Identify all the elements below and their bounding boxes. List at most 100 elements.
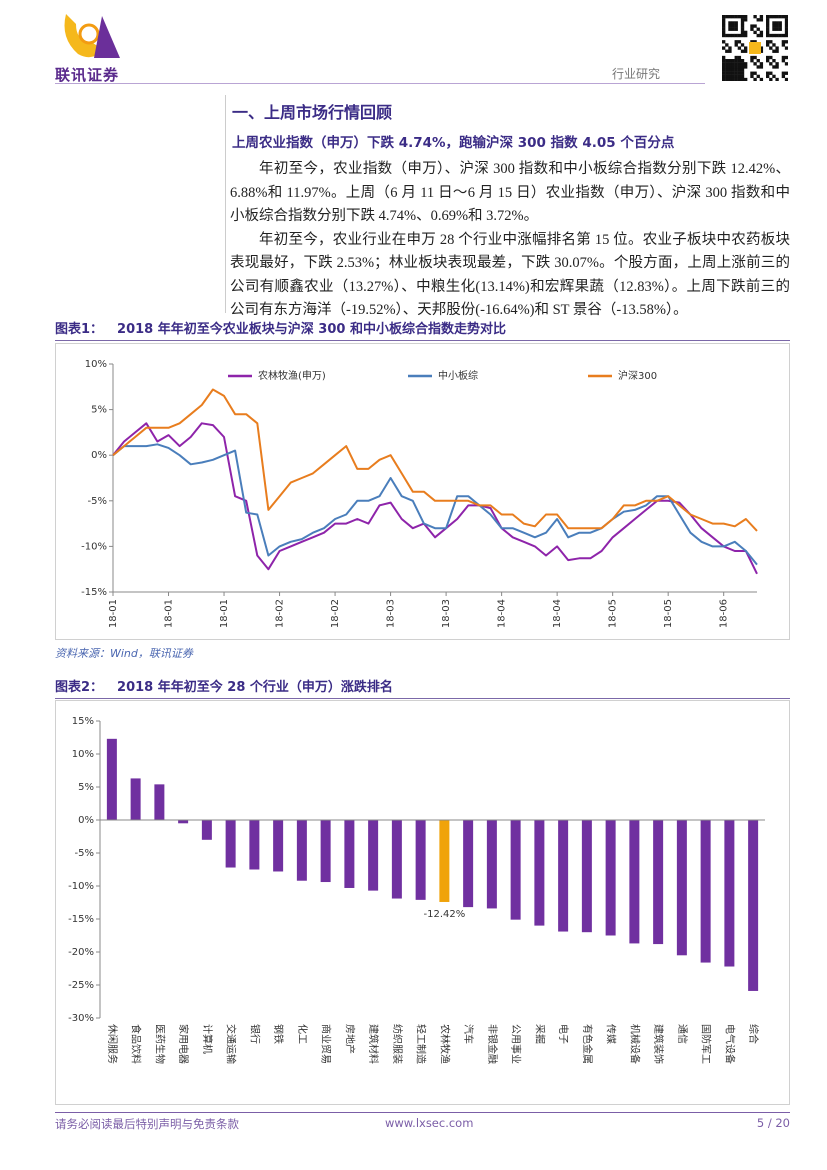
qr-module (769, 77, 773, 81)
y-tick-label: -15% (81, 587, 107, 598)
qr-module (781, 59, 786, 63)
qr-module (728, 49, 732, 53)
subtitle: 上周农业指数（申万）下跌 4.74%，跑输沪深 300 指数 4.05 个百分点 (232, 135, 675, 151)
qr-module (781, 33, 786, 38)
qr-module (769, 62, 773, 66)
chart: 15% 10% 5% 0% -5% -10% -15% -20% -25% -30% 休闲服务 食品饮… (55, 700, 790, 1105)
bar (106, 738, 117, 820)
x-tick-label: 化工 (296, 1024, 309, 1044)
chart: 10%5%0%-5%-10%-15%18-01 18-01 18-01 18-02 18… (55, 343, 790, 640)
x-tick-label: 商业贸易 (320, 1024, 333, 1064)
figure-title: 2018 年年初至今农业板块与沪深 300 和中小板综合指数走势对比 (117, 322, 506, 337)
qr-module (766, 55, 770, 60)
y-tick-label: -10% (81, 541, 107, 552)
qr-module (740, 65, 745, 69)
page-number: 5 / 20 (756, 1116, 790, 1130)
x-tick-label: 电气设备 (723, 1024, 736, 1064)
legend-label: 沪深300 (618, 369, 657, 382)
qr-module (766, 71, 770, 75)
qr-module (766, 30, 770, 35)
qr-module (740, 27, 745, 31)
qr-module (753, 24, 757, 28)
x-tick-label: 计算机 (201, 1024, 214, 1054)
x-tick-label: 银行 (248, 1024, 261, 1044)
qr-module (784, 24, 788, 28)
series-line (112, 422, 758, 575)
qr-module (737, 62, 742, 66)
qr-module (775, 27, 779, 31)
x-tick-label: 医药生物 (153, 1024, 166, 1064)
qr-module (778, 15, 782, 19)
bar (463, 820, 474, 908)
qr-module (731, 15, 735, 19)
y-tick-label: 0% (91, 450, 107, 461)
x-tick-label: 18-04 (552, 599, 563, 628)
qr-module (778, 33, 782, 38)
qr-module (750, 59, 754, 63)
x-tick-label: 交通运输 (225, 1024, 238, 1064)
qr-module (722, 46, 726, 50)
qr-module (772, 33, 776, 38)
qr-module (722, 33, 726, 38)
qr-module (759, 33, 764, 38)
qr-module (728, 77, 732, 81)
x-tick-label: 国防军工 (700, 1024, 713, 1064)
qr-module (740, 74, 745, 79)
qr-module (725, 15, 729, 19)
qr-module (756, 74, 760, 79)
qr-module (731, 62, 735, 66)
qr-module (759, 30, 764, 35)
qr-module (753, 55, 757, 60)
qr-module (731, 27, 735, 31)
y-tick-label: -25% (68, 980, 94, 991)
qr-module (784, 62, 788, 66)
paragraph-line: 公司有东方海洋（-19.52%）、天邦股份(-16.64%)和 ST 景谷（-1… (230, 302, 688, 318)
qr-module (734, 55, 738, 60)
qr-module (766, 43, 770, 47)
qr-module (728, 74, 732, 79)
paragraph-line: 公司有顺鑫农业（13.27%）、中粮生化(13.14%)和宏辉果蔬（12.83%… (230, 278, 790, 295)
x-tick-label: 18-03 (441, 599, 452, 628)
x-tick-label: 纺织服装 (391, 1024, 404, 1064)
qr-module (750, 74, 754, 79)
qr-module (737, 68, 742, 72)
qr-module (772, 65, 776, 69)
qr-module (756, 65, 760, 69)
qr-module (737, 46, 742, 50)
qr-module (737, 15, 742, 19)
x-tick-label: 轻工制造 (415, 1024, 428, 1064)
bar (605, 820, 616, 936)
qr-module (772, 43, 776, 47)
qr-module (769, 71, 773, 75)
qr-module (775, 77, 779, 81)
qr-module (740, 71, 745, 75)
qr-module (734, 62, 738, 66)
qr-module (744, 46, 748, 50)
qr-module (740, 68, 745, 72)
disclaimer: 请务必阅读最后特别声明与免责条款 (55, 1117, 239, 1131)
qr-module (784, 30, 788, 35)
x-tick-label: 18-01 (108, 599, 119, 628)
figure-heading: 图表2： 2018 年年初至今 28 个行业（申万）涨跌排名 (55, 676, 790, 699)
qr-module (753, 15, 757, 19)
qr-module (731, 21, 735, 25)
qr-module (734, 33, 738, 38)
qr-module (778, 24, 782, 28)
bar (700, 820, 711, 963)
qr-module (759, 15, 764, 19)
qr-module (750, 71, 754, 75)
paragraph-line: 年初至今，农业行业在申万 28 个行业中涨幅排名第 15 位。农业子板块中农药板… (259, 231, 790, 248)
series-line (112, 443, 758, 566)
x-tick-label: 18-01 (219, 599, 230, 628)
qr-module (766, 18, 770, 22)
qr-module (784, 46, 788, 50)
qr-module (731, 77, 735, 81)
qr-module (740, 33, 745, 38)
qr-module (756, 27, 760, 31)
qr-module (784, 55, 788, 60)
paragraph-line: 6.88%和 11.97%。上周（6 月 11 日～6 月 15 日）农业指数（… (230, 184, 790, 201)
x-tick-label: 休闲服务 (106, 1024, 119, 1064)
qr-module (772, 21, 776, 25)
qr-module (750, 24, 754, 28)
qr-module (740, 21, 745, 25)
